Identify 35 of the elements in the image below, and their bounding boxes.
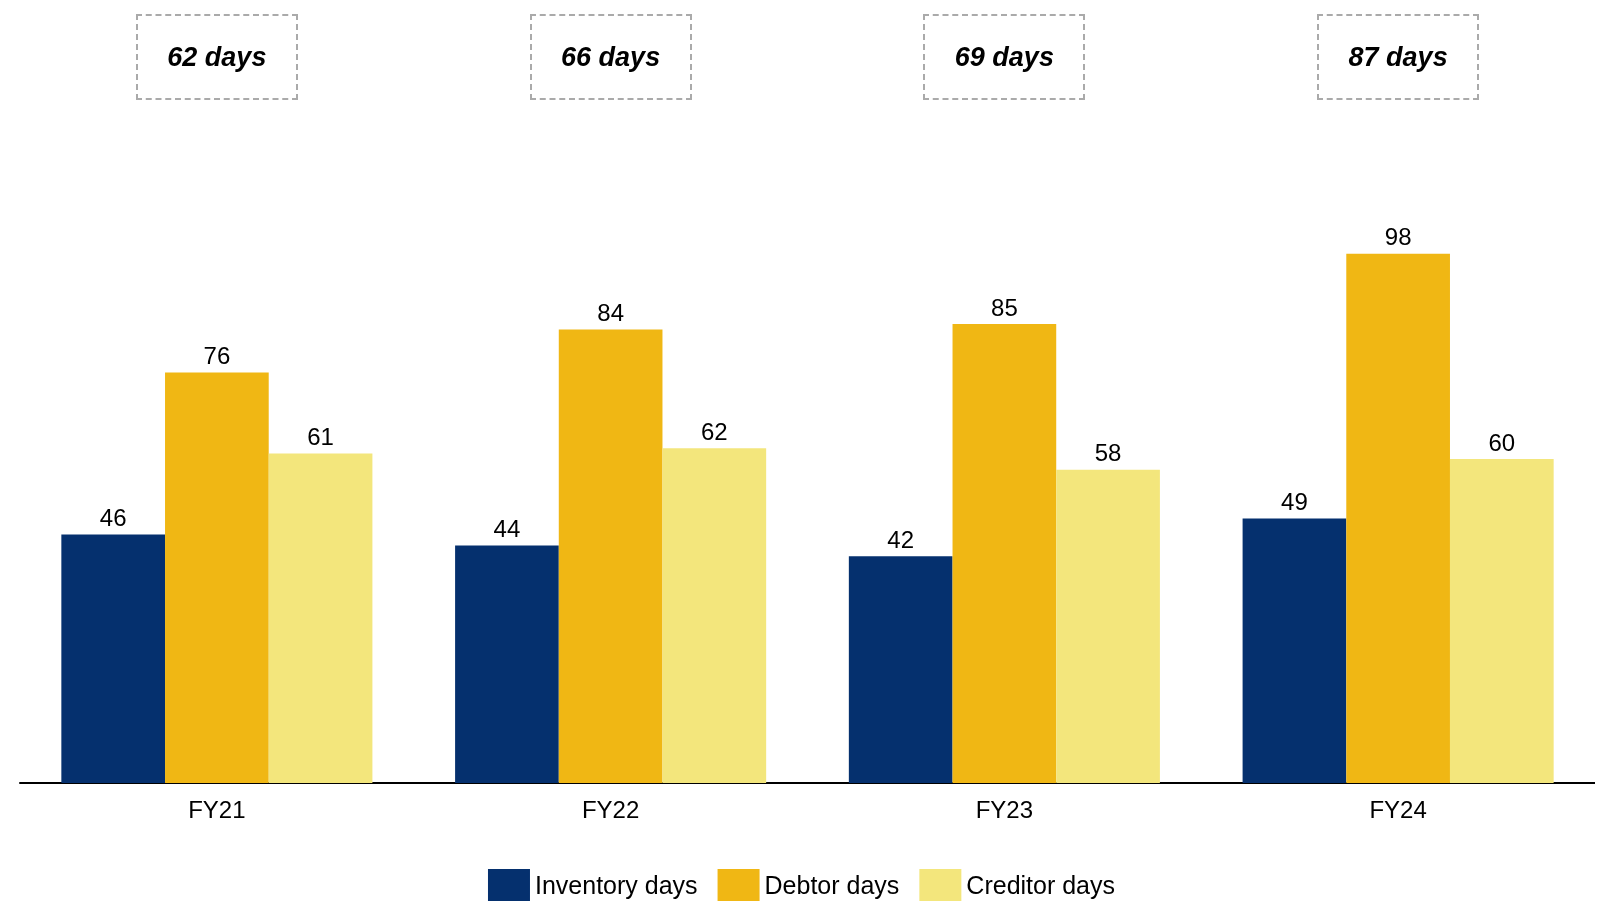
- bar: [61, 534, 166, 783]
- data-label: 58: [1094, 439, 1122, 467]
- legend-label: Creditor days: [966, 871, 1116, 899]
- x-tick-label: FY23: [975, 795, 1034, 823]
- data-label: 76: [203, 342, 231, 370]
- legend-label: Debtor days: [764, 871, 900, 899]
- dashed-box: 87 days: [1317, 14, 1480, 100]
- bar: [558, 329, 663, 783]
- x-tick-label: FY24: [1369, 795, 1427, 823]
- dashed-box: 62 days: [135, 14, 298, 100]
- data-label: 42: [887, 525, 915, 553]
- dashed-box: 69 days: [923, 14, 1086, 100]
- bar: [1242, 518, 1347, 783]
- bar: [1346, 253, 1450, 783]
- bar: [952, 324, 1057, 783]
- x-tick-label: FY21: [188, 795, 246, 823]
- x-tick-label: FY22: [581, 795, 640, 823]
- data-label: 46: [99, 504, 127, 532]
- data-label: 62: [700, 417, 728, 445]
- bar: [268, 453, 373, 783]
- bar: [1056, 469, 1160, 783]
- bar: [165, 372, 269, 783]
- data-label: 84: [597, 298, 624, 326]
- data-label: 85: [991, 293, 1018, 321]
- bar: [848, 556, 953, 783]
- data-label: 98: [1384, 223, 1412, 251]
- data-label: 60: [1488, 428, 1516, 456]
- bar: [455, 545, 559, 783]
- bar: [1449, 459, 1554, 783]
- dashed-box: 66 days: [529, 14, 692, 100]
- bar: [662, 448, 767, 783]
- data-label: 44: [493, 514, 521, 542]
- data-label: 61: [307, 423, 334, 451]
- data-label: 49: [1281, 487, 1308, 515]
- legend-label: Inventory days: [534, 871, 698, 899]
